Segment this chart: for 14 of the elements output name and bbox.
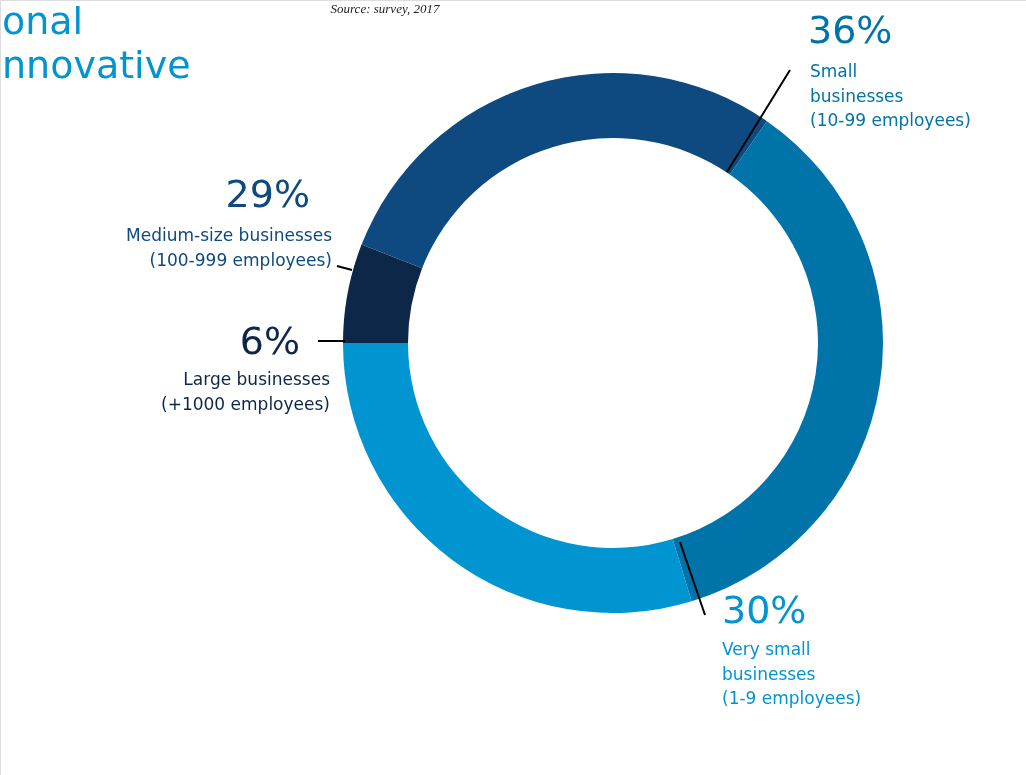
donut-slice xyxy=(343,342,692,613)
data-label: 29% xyxy=(225,172,310,216)
data-label: 36% xyxy=(808,8,893,52)
donut-slice xyxy=(343,244,423,343)
data-label: 6% xyxy=(239,319,300,363)
slice-label: Small businesses (10-99 employees) xyxy=(810,61,971,131)
data-label: 30% xyxy=(722,588,807,632)
slice-label: Very small businesses (1-9 employees) xyxy=(722,639,862,709)
slice-label: Medium-size businesses (100-999 employees) xyxy=(126,225,333,270)
text: onal xyxy=(2,0,84,43)
slice-label: Large businesses (+1000 employees) xyxy=(161,369,331,414)
donut-slice xyxy=(361,73,767,269)
source-note: Source: survey, 2017 xyxy=(330,1,440,16)
text: nnovative xyxy=(2,43,191,87)
